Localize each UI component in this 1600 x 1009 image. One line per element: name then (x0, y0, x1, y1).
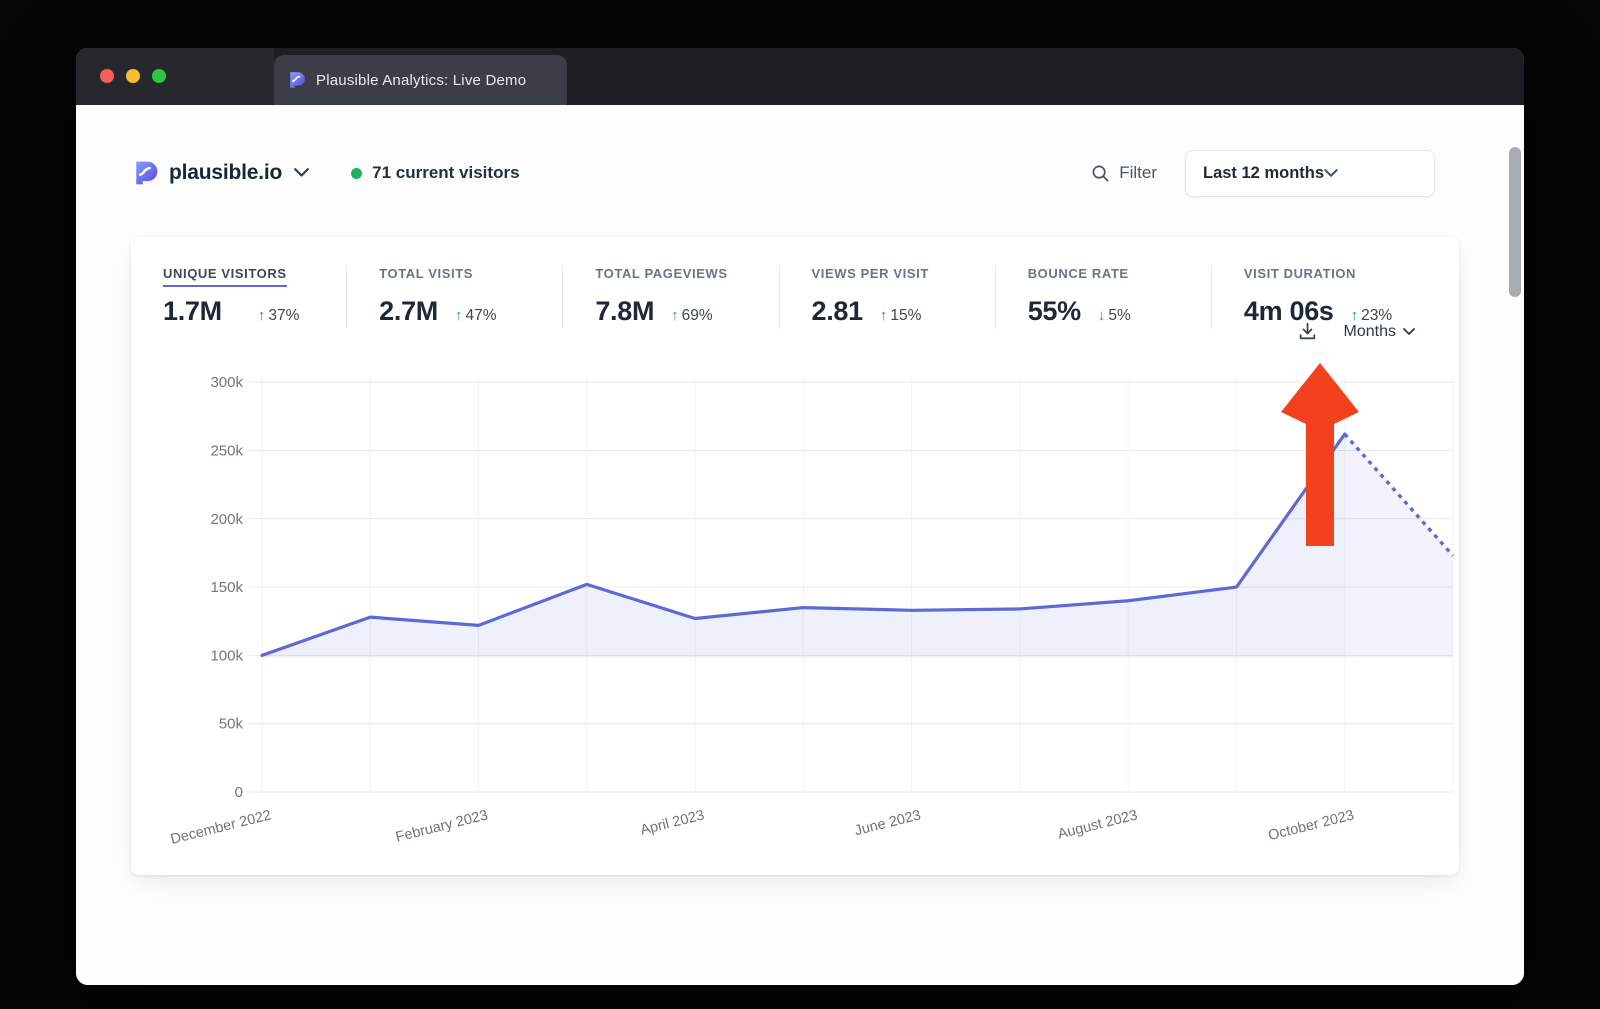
chevron-down-icon (1324, 168, 1338, 178)
visitors-area-chart[interactable]: 0 50k 100k 150k 200k 250k 300k December 2022 Feb… (131, 327, 1459, 857)
chart-controls: Months (1297, 321, 1415, 342)
stat-value: 55% (1027, 296, 1081, 326)
date-range-value: Last 12 months (1203, 163, 1325, 182)
interval-select[interactable]: Months (1344, 323, 1415, 341)
stats-row: UNIQUE VISITORS 1.7M ↑ 37% TOTAL VISITS 2.7M ↑… (131, 237, 1459, 335)
chevron-down-icon (1403, 327, 1415, 336)
plausible-logo-icon (133, 160, 159, 186)
browser-window: Plausible Analytics: Live Demo plausible… (76, 48, 1524, 985)
stat-label: TOTAL PAGEVIEWS (595, 266, 728, 281)
svg-text:October 2023: October 2023 (1267, 807, 1356, 844)
stat-divider (994, 265, 996, 329)
live-indicator-dot (351, 167, 363, 179)
svg-text:150k: 150k (210, 579, 243, 596)
page-content: plausible.io 71 current visitors Filter … (76, 105, 1524, 985)
svg-text:February 2023: February 2023 (394, 807, 489, 845)
stat-views-per-visit[interactable]: VIEWS PER VISIT 2.81 ↑ 15% (780, 263, 995, 335)
stat-value: 1.7M (163, 296, 222, 326)
search-icon (1091, 164, 1110, 183)
download-icon[interactable] (1297, 321, 1318, 342)
stat-change: ↑ 37% (257, 307, 300, 324)
svg-text:300k: 300k (210, 374, 243, 391)
current-visitors-label: 71 current visitors (372, 163, 520, 182)
svg-text:250k: 250k (210, 443, 243, 460)
stat-label: UNIQUE VISITORS (163, 266, 287, 287)
svg-text:0: 0 (235, 784, 243, 801)
stat-total-pageviews[interactable]: TOTAL PAGEVIEWS 7.8M ↑ 69% (563, 263, 778, 335)
stat-divider (346, 265, 348, 329)
stat-value: 4m 06s (1243, 296, 1334, 326)
stat-divider (1210, 265, 1212, 329)
stat-total-visits[interactable]: TOTAL VISITS 2.7M ↑ 47% (347, 263, 562, 335)
svg-text:April 2023: April 2023 (639, 807, 706, 838)
svg-text:50k: 50k (219, 716, 244, 733)
stat-bounce-rate[interactable]: BOUNCE RATE 55% ↓ 5% (996, 263, 1211, 335)
stat-divider (562, 265, 564, 329)
stat-change: ↓ 5% (1097, 307, 1131, 324)
site-selector[interactable]: plausible.io (133, 160, 309, 186)
tab-title: Plausible Analytics: Live Demo (316, 71, 527, 89)
current-visitors[interactable]: 71 current visitors (351, 163, 520, 183)
up-arrow-annotation (1281, 363, 1359, 546)
plausible-logo-icon (288, 71, 306, 89)
chevron-down-icon (294, 168, 309, 178)
svg-text:August 2023: August 2023 (1056, 807, 1139, 842)
stat-label: BOUNCE RATE (1027, 266, 1129, 281)
svg-text:100k: 100k (210, 647, 243, 664)
svg-text:December 2022: December 2022 (169, 807, 273, 847)
stat-label: TOTAL VISITS (379, 266, 474, 281)
date-range-select[interactable]: Last 12 months (1185, 149, 1435, 197)
svg-text:June 2023: June 2023 (853, 807, 923, 839)
titlebar-left (76, 48, 274, 105)
stat-change: ↑ 47% (455, 307, 497, 324)
interval-value: Months (1343, 322, 1396, 340)
filter-button[interactable]: Filter (1091, 163, 1157, 183)
dashboard-header: plausible.io 71 current visitors Filter … (76, 105, 1524, 237)
stat-change: ↑ 23% (1350, 307, 1393, 324)
stat-label: VIEWS PER VISIT (811, 266, 929, 281)
stat-label: VISIT DURATION (1243, 266, 1357, 281)
stat-value: 7.8M (595, 296, 655, 326)
stat-visit-duration[interactable]: VISIT DURATION 4m 06s ↑ 23% (1212, 263, 1427, 335)
traffic-lights (100, 69, 166, 83)
stat-value: 2.7M (379, 296, 438, 326)
minimize-button[interactable] (126, 69, 140, 83)
stat-change: ↑ 15% (879, 307, 922, 324)
zoom-button[interactable] (152, 69, 166, 83)
analytics-card: UNIQUE VISITORS 1.7M ↑ 37% TOTAL VISITS 2.7M ↑… (131, 237, 1459, 875)
svg-text:200k: 200k (210, 511, 243, 528)
site-name: plausible.io (169, 161, 283, 184)
close-button[interactable] (100, 69, 114, 83)
filter-label: Filter (1119, 163, 1157, 182)
stat-unique-visitors[interactable]: UNIQUE VISITORS 1.7M ↑ 37% (163, 263, 346, 335)
stat-value: 2.81 (811, 296, 864, 326)
scrollbar-thumb[interactable] (1509, 147, 1521, 297)
titlebar: Plausible Analytics: Live Demo (76, 48, 1524, 105)
stat-divider (778, 265, 780, 329)
stat-change: ↑ 69% (671, 307, 713, 324)
browser-tab[interactable]: Plausible Analytics: Live Demo (274, 55, 567, 105)
titlebar-right (567, 48, 1524, 105)
